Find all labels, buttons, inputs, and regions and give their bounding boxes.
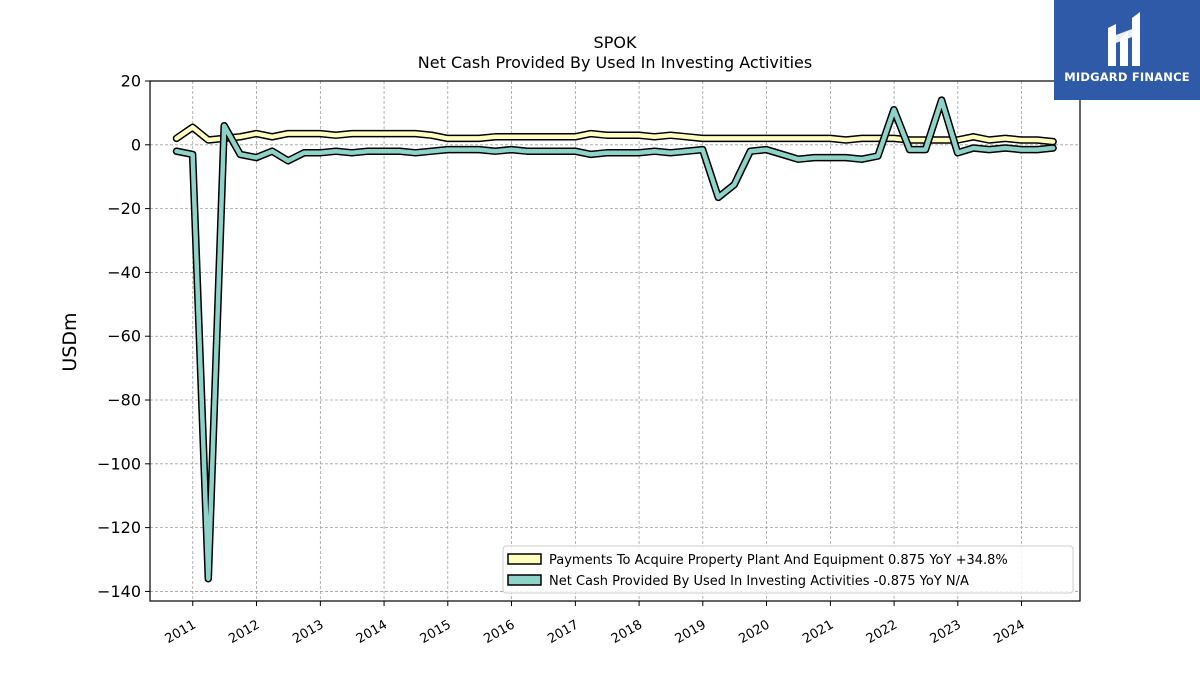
y-tick-label: −100 <box>97 454 141 473</box>
x-tick-label: 2016 <box>481 617 517 647</box>
logo-mark-icon <box>1108 12 1140 66</box>
x-tick-label: 2019 <box>673 617 709 647</box>
y-axis-label: USDm <box>59 312 81 371</box>
y-tick-label: −60 <box>107 327 141 346</box>
y-tick-label: −20 <box>107 199 141 218</box>
plot-frame <box>149 80 1081 602</box>
x-tick-label: 2014 <box>354 617 390 647</box>
series-layer <box>172 96 1057 583</box>
x-tick-label: 2011 <box>163 617 199 647</box>
legend-label: Net Cash Provided By Used In Investing A… <box>549 574 969 589</box>
x-tick-label: 2024 <box>991 617 1027 647</box>
x-tick-label: 2018 <box>609 617 645 647</box>
x-tick-label: 2023 <box>928 617 964 647</box>
chart-title: SPOK <box>594 33 637 52</box>
midgard-finance-logo: MIDGARD FINANCE <box>1054 0 1200 100</box>
y-tick-label: −140 <box>97 582 141 601</box>
series-2-line <box>174 97 1056 581</box>
y-tick-label: −80 <box>107 391 141 410</box>
x-tick-label: 2022 <box>864 617 900 647</box>
y-tick-label: 20 <box>121 72 141 91</box>
legend-label: Payments To Acquire Property Plant And E… <box>549 553 1008 568</box>
y-tick-label: −40 <box>107 263 141 282</box>
x-tick-label: 2021 <box>800 617 836 647</box>
legend-swatch <box>507 553 542 565</box>
x-tick-label: 2015 <box>418 617 454 647</box>
y-tick-label: 0 <box>131 135 141 154</box>
grid <box>150 80 1080 601</box>
x-tick-label: 2012 <box>226 617 262 647</box>
series-1-line <box>174 125 1056 144</box>
y-tick-label: −120 <box>97 518 141 537</box>
x-tick-label: 2013 <box>290 617 326 647</box>
x-tick-label: 2020 <box>736 617 772 647</box>
legend: Payments To Acquire Property Plant And E… <box>502 545 1074 594</box>
legend-box <box>502 545 1074 594</box>
x-tick-label: 2017 <box>545 617 581 647</box>
series-2-outline <box>172 96 1057 583</box>
legend-swatch <box>507 574 542 586</box>
chart-subtitle: Net Cash Provided By Used In Investing A… <box>418 53 812 72</box>
